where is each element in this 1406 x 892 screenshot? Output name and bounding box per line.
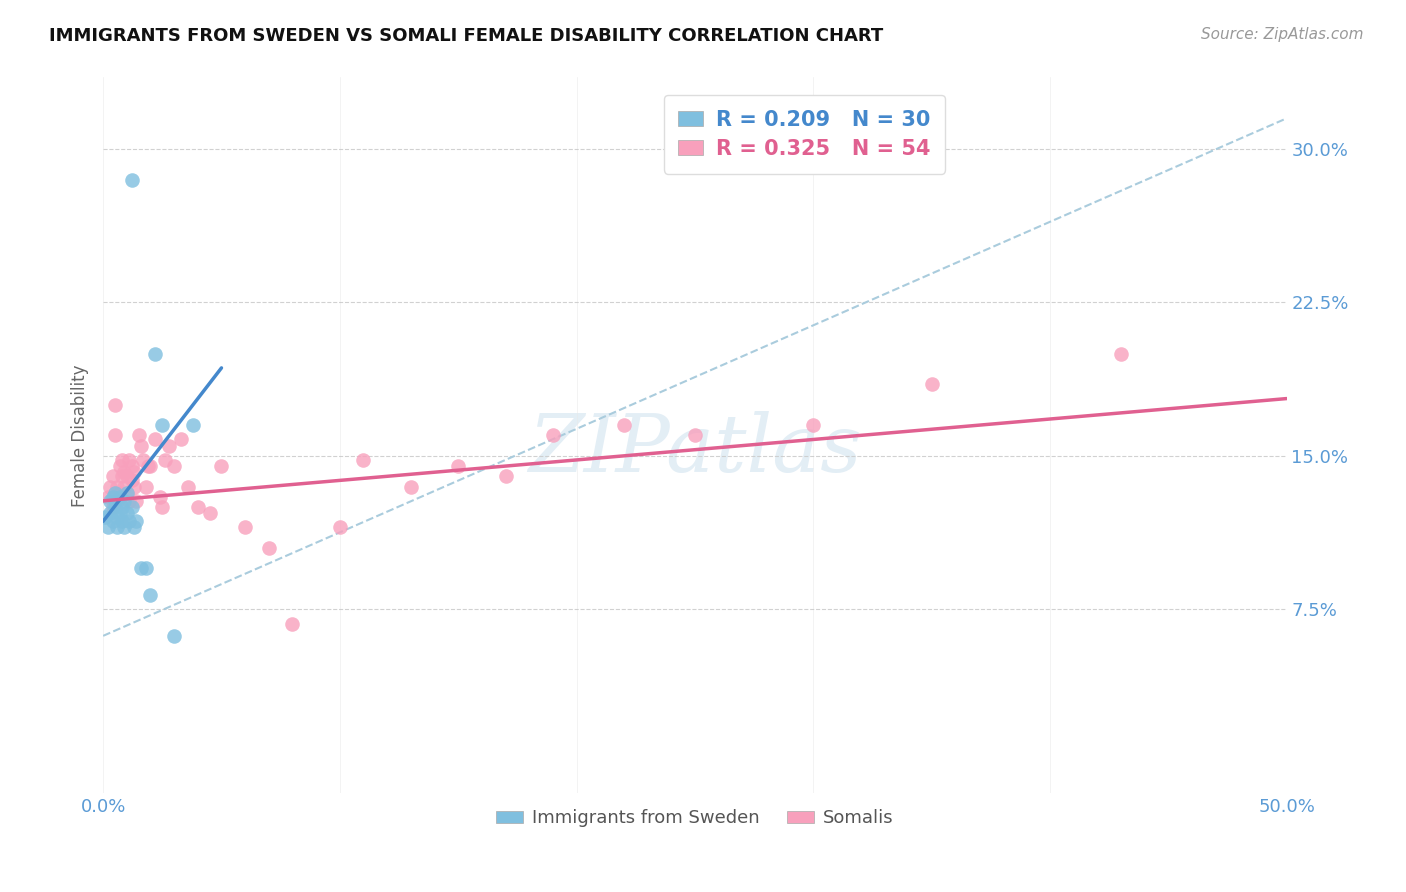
Point: [118, 514, 141, 528]
Point: [98, 493, 121, 508]
Point: [108, 490, 131, 504]
Point: [114, 479, 136, 493]
Point: [98, 506, 121, 520]
Point: [111, 453, 134, 467]
Point: [150, 418, 173, 433]
Point: [104, 485, 127, 500]
Point: [1109, 346, 1132, 360]
Legend: Immigrants from Sweden, Somalis: Immigrants from Sweden, Somalis: [489, 802, 901, 834]
Point: [104, 500, 127, 514]
Point: [105, 479, 128, 493]
Point: [105, 520, 128, 534]
Point: [187, 500, 209, 514]
Text: IMMIGRANTS FROM SWEDEN VS SOMALI FEMALE DISABILITY CORRELATION CHART: IMMIGRANTS FROM SWEDEN VS SOMALI FEMALE …: [49, 27, 883, 45]
Point: [108, 485, 131, 500]
Point: [114, 520, 136, 534]
Point: [281, 616, 304, 631]
Point: [139, 588, 162, 602]
Point: [198, 506, 221, 520]
Point: [233, 520, 256, 534]
Point: [121, 459, 143, 474]
Point: [153, 453, 176, 467]
Point: [135, 561, 157, 575]
Point: [181, 418, 204, 433]
Point: [94, 510, 117, 524]
Point: [541, 428, 564, 442]
Point: [170, 433, 193, 447]
Point: [136, 459, 159, 474]
Point: [114, 465, 136, 479]
Point: [257, 541, 280, 555]
Point: [101, 500, 124, 514]
Point: [135, 479, 157, 493]
Point: [125, 493, 148, 508]
Point: [108, 506, 131, 520]
Point: [121, 474, 143, 488]
Point: [125, 514, 148, 528]
Point: [447, 459, 470, 474]
Point: [104, 428, 127, 442]
Point: [132, 453, 155, 467]
Text: ZIPatlas: ZIPatlas: [529, 411, 862, 489]
Point: [801, 418, 824, 433]
Point: [111, 514, 134, 528]
Point: [98, 479, 121, 493]
Point: [163, 629, 186, 643]
Point: [150, 500, 173, 514]
Point: [101, 490, 124, 504]
Point: [104, 398, 127, 412]
Point: [105, 493, 128, 508]
Point: [121, 500, 143, 514]
Point: [121, 172, 143, 186]
Point: [129, 439, 152, 453]
Point: [122, 465, 145, 479]
Point: [118, 493, 141, 508]
Text: Source: ZipAtlas.com: Source: ZipAtlas.com: [1201, 27, 1364, 42]
Point: [122, 520, 145, 534]
Point: [118, 453, 141, 467]
Point: [115, 506, 138, 520]
Point: [143, 433, 166, 447]
Point: [211, 459, 233, 474]
Point: [122, 479, 145, 493]
Point: [97, 520, 120, 534]
Point: [97, 490, 120, 504]
Y-axis label: Female Disability: Female Disability: [72, 364, 89, 507]
Point: [399, 479, 422, 493]
Point: [111, 500, 134, 514]
Point: [129, 561, 152, 575]
Point: [105, 510, 128, 524]
Point: [115, 469, 138, 483]
Point: [329, 520, 352, 534]
Point: [115, 485, 138, 500]
Point: [353, 453, 375, 467]
Point: [683, 428, 706, 442]
Point: [613, 418, 636, 433]
Point: [143, 346, 166, 360]
Point: [111, 469, 134, 483]
Point: [157, 439, 180, 453]
Point: [101, 514, 124, 528]
Point: [495, 469, 517, 483]
Point: [101, 469, 124, 483]
Point: [149, 490, 172, 504]
Point: [114, 493, 136, 508]
Point: [115, 485, 138, 500]
Point: [139, 459, 162, 474]
Point: [177, 479, 200, 493]
Point: [163, 459, 186, 474]
Point: [108, 459, 131, 474]
Point: [128, 428, 150, 442]
Point: [921, 377, 943, 392]
